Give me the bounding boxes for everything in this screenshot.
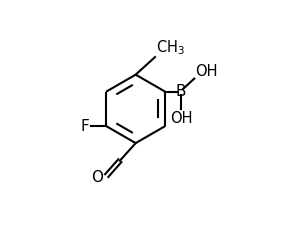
Text: OH: OH — [170, 111, 192, 126]
Text: CH$_3$: CH$_3$ — [156, 38, 185, 57]
Text: OH: OH — [195, 64, 218, 79]
Text: B: B — [176, 83, 186, 98]
Text: O: O — [91, 169, 103, 184]
Text: F: F — [81, 119, 90, 134]
